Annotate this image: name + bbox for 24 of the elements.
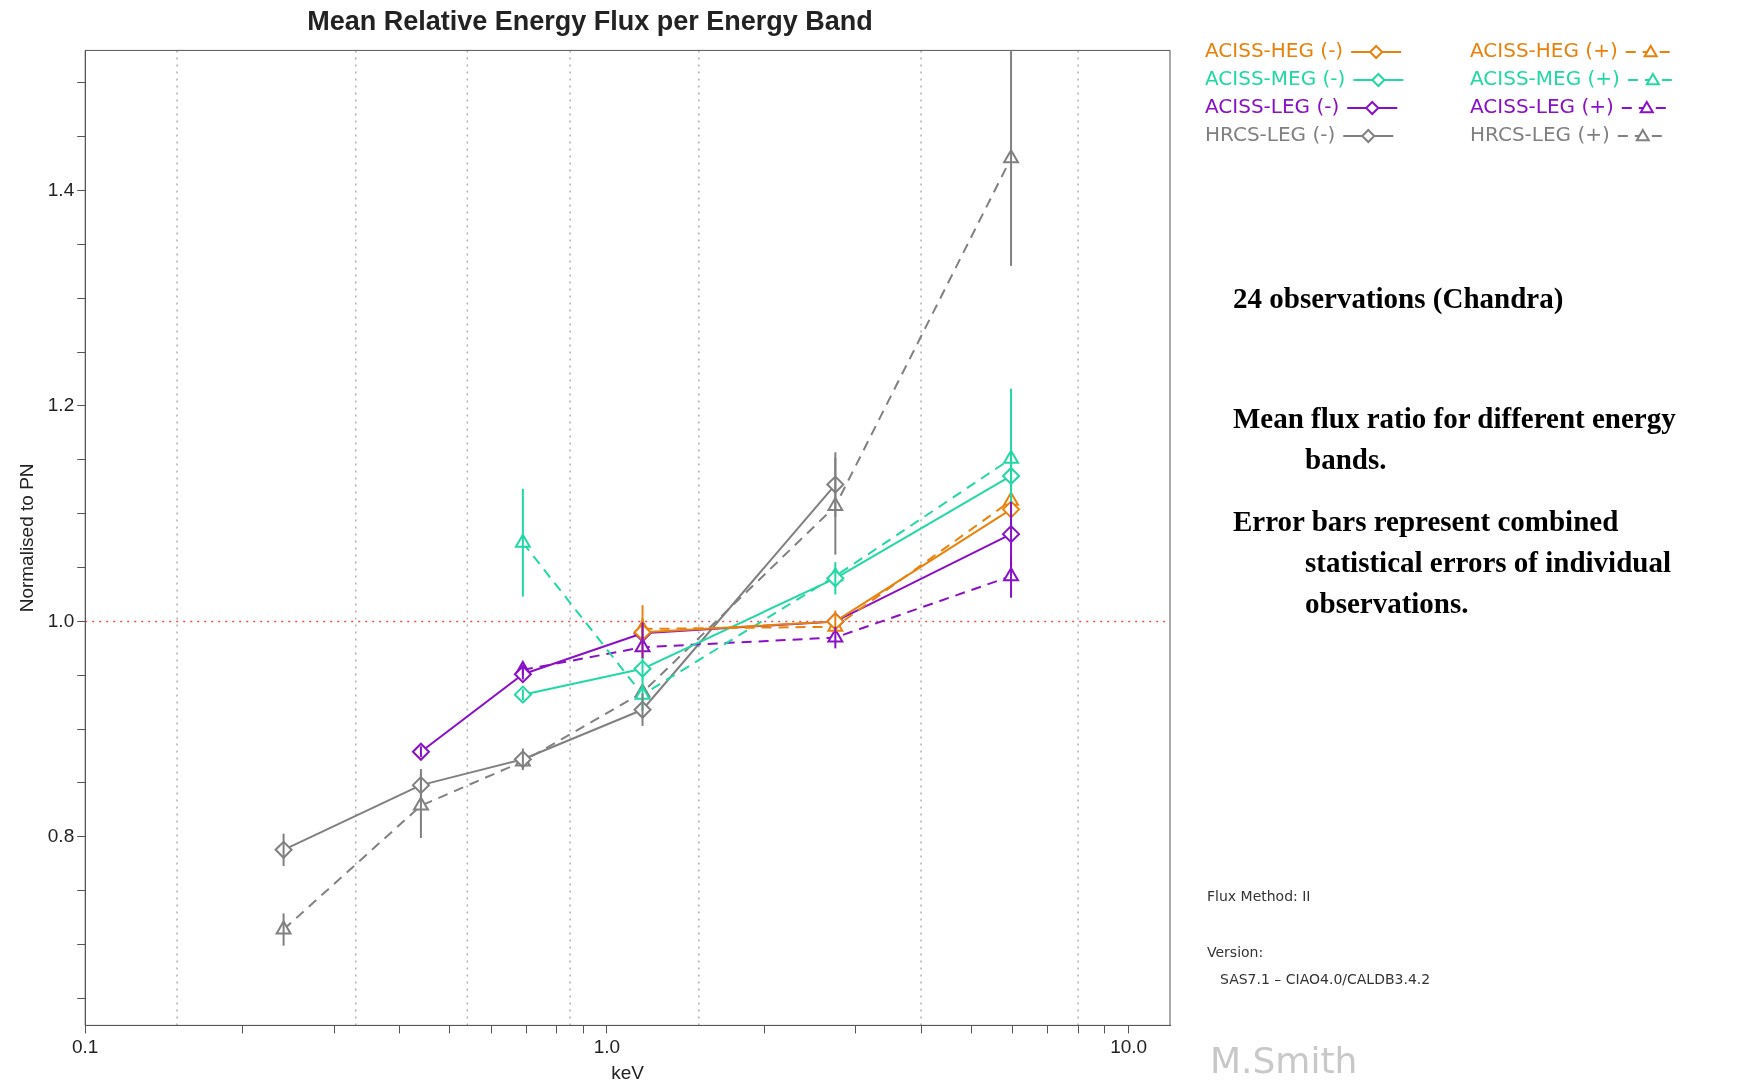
text: 24 observations (Chandra) [1233, 281, 1565, 316]
text: Mean flux ratio for different energy bands. [1233, 401, 1677, 477]
text: SAS7.1 – CIAO4.0/CALDB3.4.2 [1220, 971, 1431, 987]
legend-label: ACISS-HEG (-) [1205, 38, 1344, 63]
y-tick-label: 0.8 [47, 825, 75, 847]
legend-label: ACISS-HEG (+) [1470, 38, 1618, 63]
text: Version: [1207, 944, 1264, 960]
legend-label: HRCS-LEG (-) [1205, 122, 1336, 147]
x-tick-label: 0.1 [72, 1036, 99, 1058]
y-tick-label: 1.2 [47, 394, 75, 416]
chart-title: Mean Relative Energy Flux per Energy Band [307, 5, 873, 36]
y-axis-title: Normalised to PN [15, 463, 37, 613]
y-tick-label: 1.4 [47, 178, 75, 200]
text: Error bars represent combined statistical errors of individual observations. [1233, 504, 1672, 621]
x-axis-title: keV [611, 1061, 645, 1083]
legend-label: ACISS-MEG (+) [1470, 66, 1620, 91]
legend-label: ACISS-MEG (-) [1205, 66, 1346, 91]
text: Flux Method: II [1207, 888, 1311, 904]
legend-label: HRCS-LEG (+) [1470, 122, 1610, 147]
y-tick-label: 1.0 [47, 609, 75, 631]
legend-label: ACISS-LEG (-) [1205, 94, 1340, 119]
x-tick-label: 1.0 [593, 1036, 621, 1058]
legend-label: ACISS-LEG (+) [1470, 94, 1614, 119]
x-tick-label: 10.0 [1110, 1036, 1148, 1058]
